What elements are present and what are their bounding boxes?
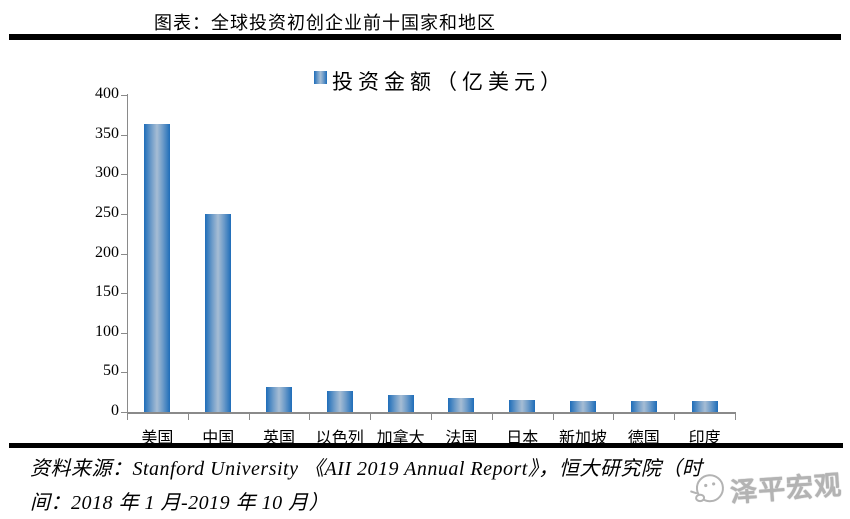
legend-swatch-icon [314, 71, 327, 84]
x-tick-mark [735, 414, 736, 420]
x-category-label: 中国 [202, 430, 235, 447]
y-tick-mark [121, 253, 127, 255]
footer-divider-rule [9, 443, 843, 448]
x-axis-line [127, 412, 736, 414]
legend-label: 投资金额（亿美元） [332, 70, 566, 94]
x-category-label: 印度 [688, 430, 721, 447]
bar-新加坡 [570, 400, 596, 412]
bar-印度 [691, 400, 718, 412]
watermark-text: 泽平宏观 [729, 470, 844, 508]
y-tick-label: 250 [95, 203, 119, 221]
x-category-label: 以色列 [315, 430, 364, 447]
x-tick-mark [491, 414, 493, 420]
page-title: 图表：全球投资初创企业前十国家和地区 [154, 13, 496, 33]
y-tick-mark [121, 293, 127, 295]
x-tick-mark [248, 414, 250, 420]
bar-法国 [448, 397, 475, 412]
x-category-label: 美国 [141, 430, 174, 447]
y-tick-label: 100 [95, 322, 119, 340]
x-tick-mark [431, 414, 432, 420]
y-tick-label: 300 [95, 164, 119, 182]
x-category-label: 英国 [262, 430, 295, 447]
y-tick-mark [121, 372, 127, 374]
source-note: 资料来源：Stanford University 《AII 2019 Annua… [30, 452, 750, 519]
y-tick-mark [121, 332, 127, 334]
x-tick-mark [613, 414, 615, 420]
source-note-line1: 资料来源：Stanford University 《AII 2019 Annua… [30, 458, 703, 480]
bar-英国 [266, 387, 292, 412]
x-tick-mark [187, 414, 189, 420]
x-category-label: 日本 [506, 430, 539, 447]
x-category-label: 法国 [445, 430, 478, 447]
bar-日本 [509, 400, 536, 412]
source-note-line2: 间：2018 年 1 月-2019 年 10 月） [30, 492, 330, 514]
bar-以色列 [326, 391, 353, 412]
title-divider-rule [9, 34, 841, 40]
shouting-face-icon [690, 474, 724, 503]
bar-加拿大 [387, 394, 414, 412]
watermark: 泽平宏观 [688, 456, 850, 517]
y-tick-label: 0 [111, 402, 119, 420]
y-tick-label: 400 [95, 85, 119, 103]
y-tick-mark [121, 95, 127, 96]
x-tick-mark [309, 414, 311, 420]
x-tick-mark [552, 414, 554, 420]
bar-美国 [144, 124, 171, 412]
x-tick-mark [370, 414, 372, 420]
y-tick-mark [121, 412, 127, 413]
bar-中国 [205, 213, 232, 412]
y-tick-label: 200 [95, 243, 119, 261]
x-tick-mark [127, 414, 128, 420]
x-category-label: 加拿大 [376, 430, 425, 447]
y-tick-mark [121, 174, 127, 176]
y-tick-label: 50 [103, 362, 119, 380]
x-category-label: 新加坡 [558, 430, 607, 447]
x-category-label: 德国 [627, 430, 660, 447]
y-tick-mark [121, 213, 127, 215]
x-tick-mark [674, 414, 676, 420]
bar-德国 [630, 400, 657, 412]
y-tick-label: 150 [95, 283, 119, 301]
y-tick-label: 350 [95, 124, 119, 142]
y-tick-mark [121, 134, 127, 136]
y-axis-line [127, 94, 128, 412]
